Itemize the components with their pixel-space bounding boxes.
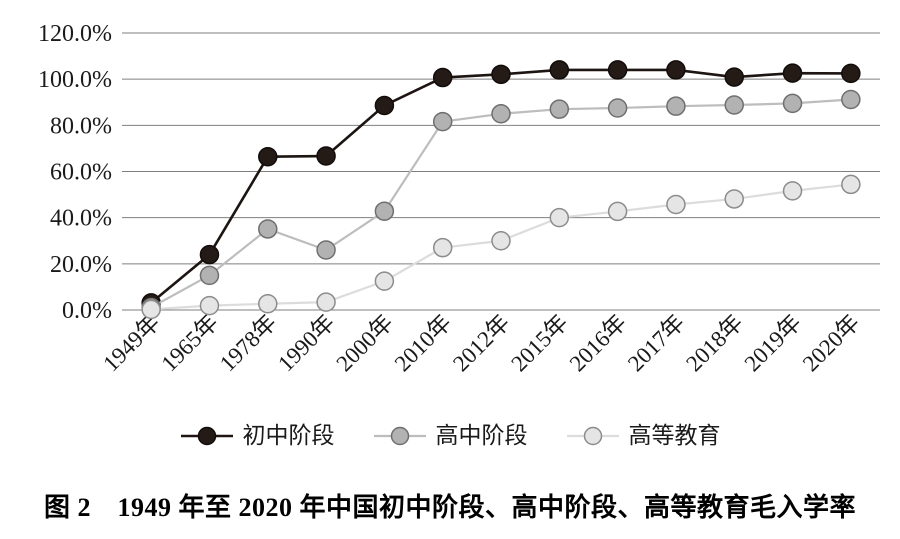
series-2-marker: [491, 231, 511, 251]
y-tick-label: 20.0%: [50, 252, 112, 278]
legend-circle: [390, 426, 409, 445]
legend-item-2: 高等教育: [566, 424, 721, 447]
y-tick-label: 80.0%: [50, 113, 112, 139]
series-1-marker: [782, 93, 803, 114]
legend-circle: [197, 426, 216, 445]
x-tick-label: 2020年: [798, 310, 864, 376]
series-1-marker: [374, 201, 395, 221]
x-tick-label: 1978年: [215, 310, 281, 376]
series-1-marker: [491, 104, 511, 124]
series-0-marker: [841, 63, 861, 84]
series-2-marker: [782, 181, 803, 201]
legend-label: 初中阶段: [242, 423, 335, 448]
series-2-marker: [841, 174, 861, 195]
series-0-marker: [199, 244, 220, 265]
series-1-marker: [607, 98, 628, 118]
series-1-marker: [666, 96, 686, 116]
series-0-marker: [782, 63, 803, 83]
legend-marker-icon: [180, 426, 233, 445]
series-1-marker: [841, 89, 861, 110]
legend-item-1: 高中阶段: [373, 424, 528, 447]
series-2-marker: [666, 194, 686, 215]
chart-legend: 初中阶段 高中阶段 高等教育: [0, 424, 900, 447]
series-2-marker: [258, 294, 278, 314]
series-2-marker: [432, 237, 453, 258]
figure-caption: 图 2 1949 年至 2020 年中国初中阶段、高中阶段、高等教育毛入学率: [43, 493, 856, 522]
series-0-marker: [432, 67, 453, 88]
series-1-marker: [199, 265, 220, 286]
series-0-marker: [258, 146, 278, 167]
series-0-marker: [374, 95, 395, 116]
legend-marker-icon: [566, 426, 619, 445]
series-2-marker: [607, 201, 628, 222]
series-1-marker: [316, 240, 336, 260]
series-2-marker: [199, 295, 220, 316]
enrollment-line-chart: 0.0%20.0%40.0%60.0%80.0%100.0%120.0%1949…: [38, 21, 880, 376]
series-0-marker: [316, 146, 336, 166]
legend-item-0: 初中阶段: [180, 424, 335, 447]
series-1-marker: [432, 111, 453, 132]
x-tick-label: 2018年: [681, 310, 747, 376]
series-1-marker: [258, 219, 278, 239]
series-0-marker: [491, 64, 511, 85]
x-tick-label: 2017年: [623, 310, 689, 376]
legend-circle: [583, 426, 602, 445]
series-1-marker: [724, 95, 744, 115]
legend-marker-icon: [373, 426, 426, 445]
legend-label: 高等教育: [628, 423, 721, 448]
x-tick-label: 2000年: [331, 310, 397, 376]
series-1-marker: [549, 99, 570, 119]
y-tick-label: 0.0%: [62, 298, 112, 324]
series-0-marker: [549, 60, 570, 80]
x-tick-label: 1965年: [157, 310, 223, 376]
x-tick-label: 2012年: [448, 310, 514, 376]
series-line-1: [150, 98, 851, 309]
x-tick-label: 2016年: [565, 310, 631, 376]
series-0-marker: [724, 67, 744, 87]
series-2-marker: [141, 299, 161, 320]
x-tick-label: 2019年: [740, 310, 806, 376]
series-2-marker: [374, 271, 395, 291]
x-tick-label: 2010年: [390, 310, 456, 376]
y-tick-label: 60.0%: [50, 160, 112, 186]
y-tick-label: 40.0%: [50, 206, 112, 232]
y-tick-label: 100.0%: [38, 67, 112, 93]
series-0-marker: [607, 60, 628, 80]
x-tick-label: 1990年: [273, 310, 339, 376]
series-0-marker: [666, 60, 686, 80]
series-2-marker: [549, 207, 570, 228]
x-tick-label: 2015年: [506, 310, 572, 376]
series-2-marker: [724, 189, 744, 209]
series-2-marker: [316, 292, 336, 312]
legend-label: 高中阶段: [435, 423, 528, 448]
y-tick-label: 120.0%: [38, 21, 112, 47]
